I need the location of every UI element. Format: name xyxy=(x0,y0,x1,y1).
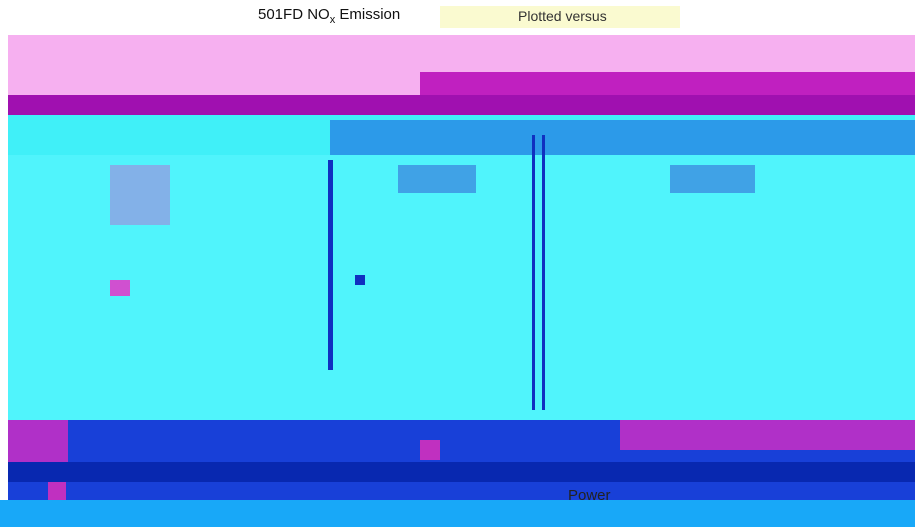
line-darkblue xyxy=(328,160,333,370)
axis-label: Power xyxy=(568,487,611,504)
block-small xyxy=(48,482,66,500)
block-small xyxy=(355,275,365,285)
block-darkblue xyxy=(8,462,915,482)
band-bottom xyxy=(0,500,915,527)
line-darkblue xyxy=(542,135,545,410)
title-main: 501FD NO xyxy=(258,6,330,23)
block-pattern xyxy=(670,165,755,193)
block-magenta xyxy=(8,420,68,462)
block-small xyxy=(110,280,130,296)
block-cyan-top xyxy=(330,120,915,155)
line-darkblue xyxy=(532,135,535,410)
title-emission: Emission xyxy=(339,6,400,23)
title-subscript: x xyxy=(330,14,336,26)
block-pattern xyxy=(110,165,170,225)
screenshot: 501FD NOx Emission Plotted versus Power xyxy=(0,0,915,527)
block-magenta xyxy=(620,420,915,450)
block-pattern xyxy=(398,165,476,193)
title-partial: Plotted versus xyxy=(518,8,607,24)
block-small xyxy=(420,440,440,460)
title: 501FD NOx Emission xyxy=(258,6,400,26)
band-magenta xyxy=(420,72,915,97)
